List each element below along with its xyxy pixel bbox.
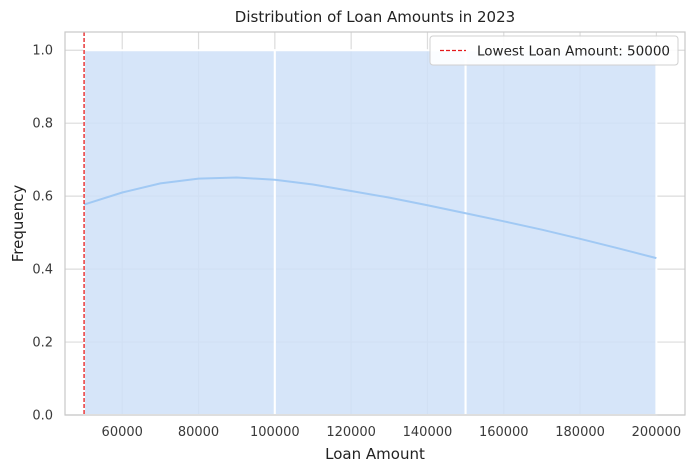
legend-box [429,35,679,66]
x-tick-label: 100000 [250,425,300,440]
y-tick-label: 0.2 [32,336,53,351]
legend-label: Lowest Loan Amount: 50000 [477,44,670,60]
legend: Lowest Loan Amount: 50000 [429,35,679,66]
axes-frame [64,31,686,416]
histogram-bar [273,49,467,416]
x-axis-label: Loan Amount [325,445,425,463]
x-tick-label: 60000 [102,425,143,440]
x-tick-label: 160000 [479,425,529,440]
x-tick-label: 120000 [326,425,376,440]
x-tick-label: 140000 [403,425,453,440]
kde-curve [83,176,657,260]
chart-title: Distribution of Loan Amounts in 2023 [235,8,515,26]
histogram-bars [83,49,658,416]
histogram-bar [464,49,658,416]
kde-curve-layer [83,176,657,260]
x-tick-label: 80000 [178,425,219,440]
y-tick-label: 0.0 [32,409,53,424]
x-tick-label: 200000 [632,425,682,440]
y-tick-label: 0.8 [32,117,53,132]
y-tick-label: 0.4 [32,263,53,278]
x-tick-label: 180000 [555,425,605,440]
y-tick-labels: 0.0 0.2 0.4 0.6 0.8 1.0 [32,44,53,424]
x-tick-labels: 60000 80000 100000 120000 140000 160000 180000… [102,425,682,440]
histogram-bar [83,49,276,416]
y-tick-label: 1.0 [32,44,53,59]
y-axis-label: Frequency [9,185,27,263]
y-tick-label: 0.6 [32,190,53,205]
